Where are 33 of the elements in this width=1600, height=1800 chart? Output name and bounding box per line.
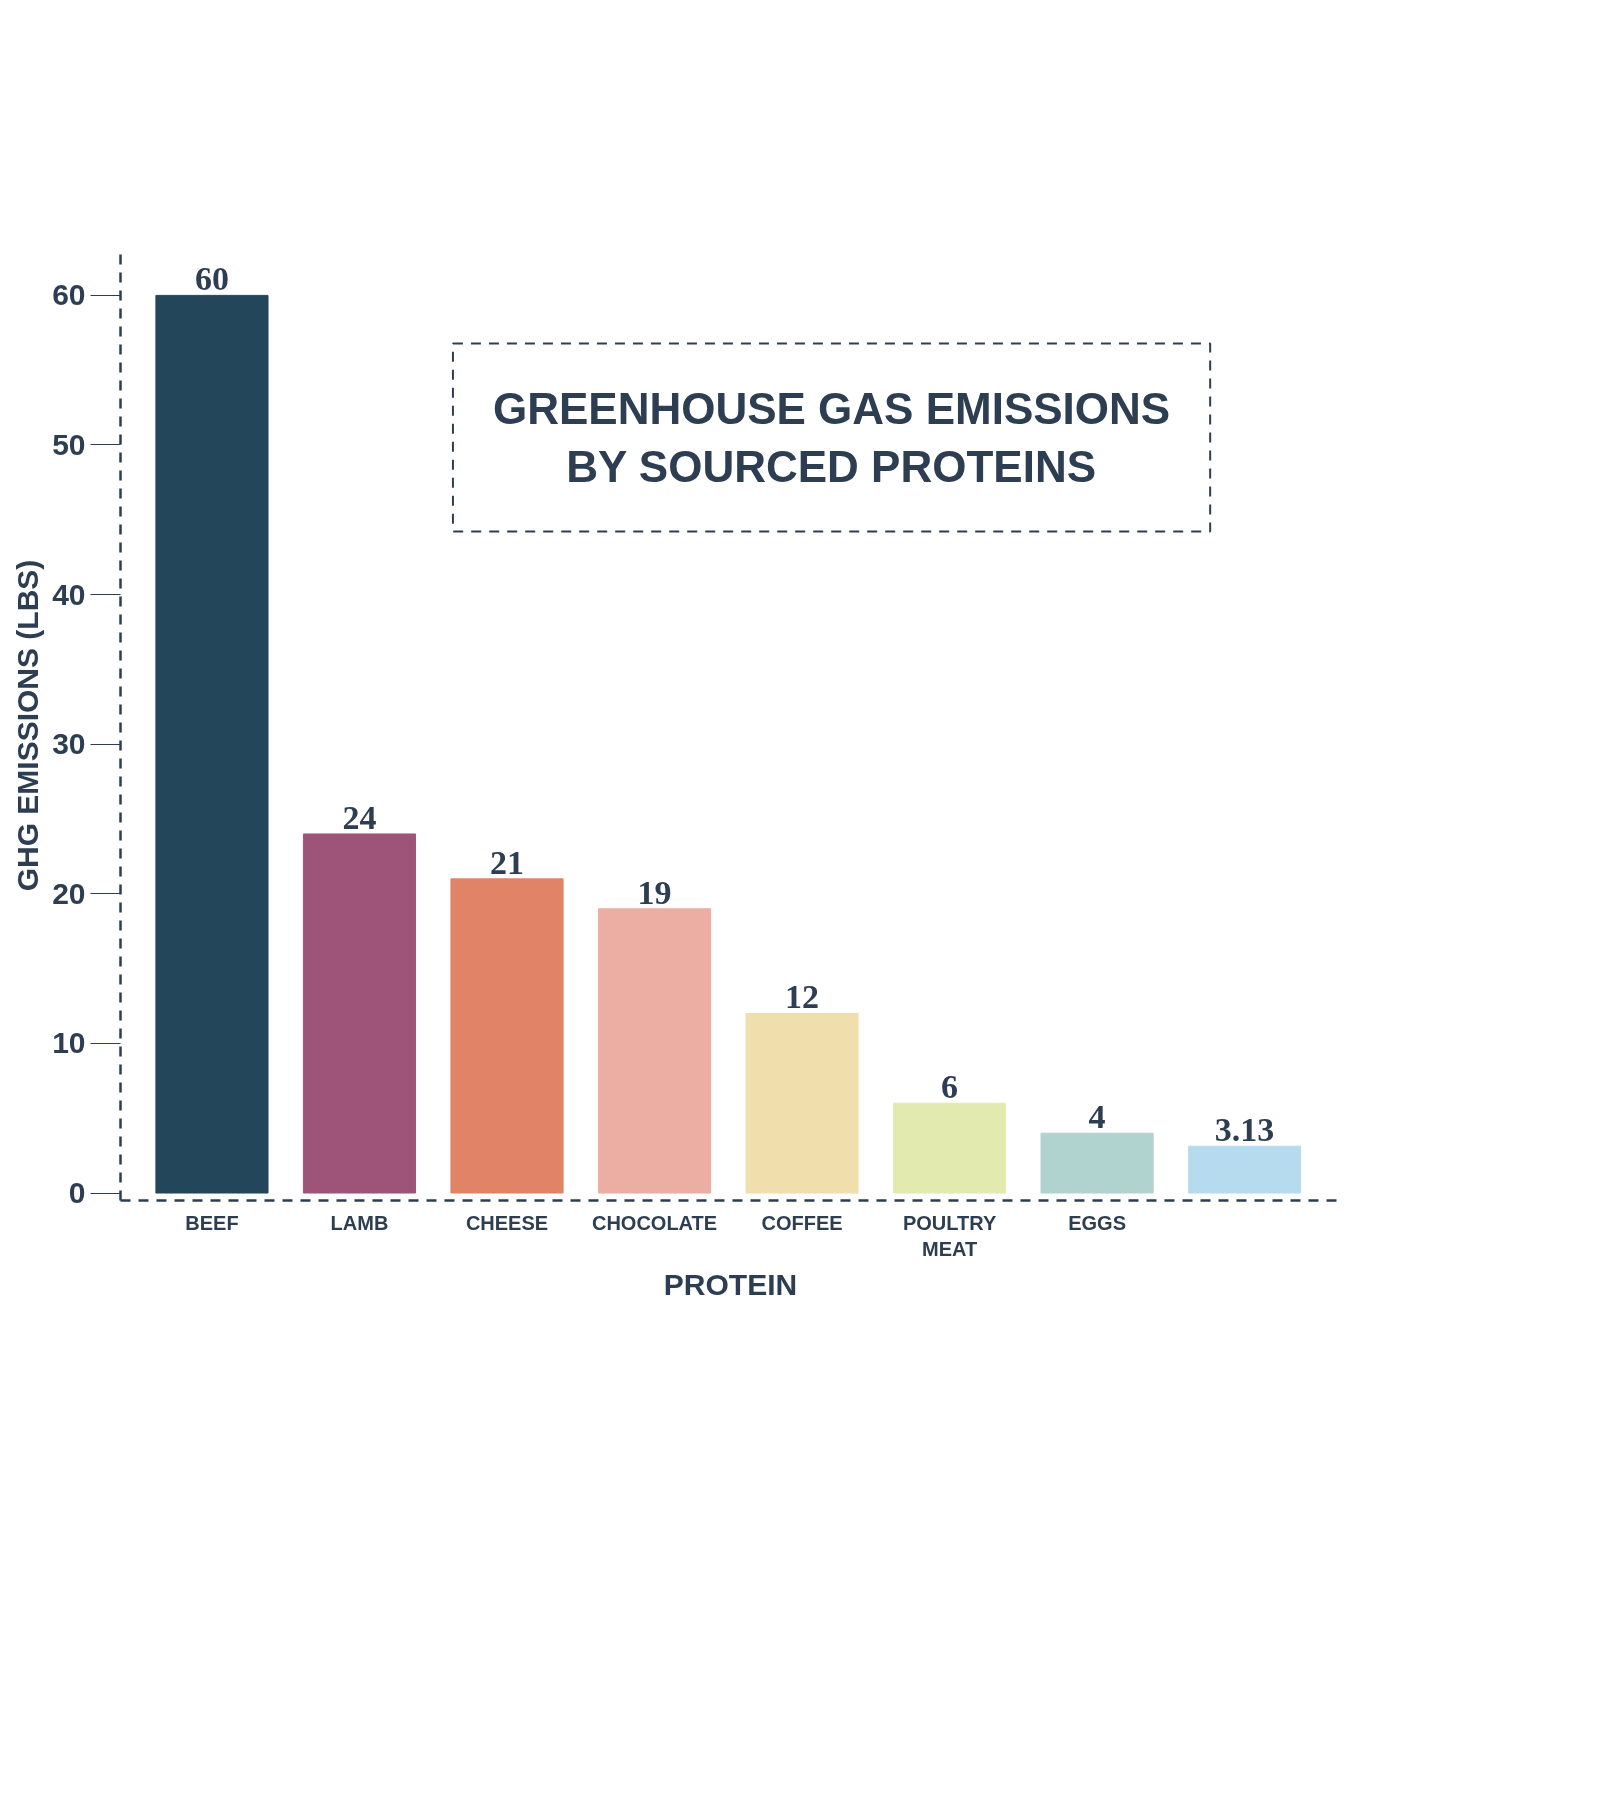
y-tick-label: 60 [52, 278, 86, 312]
bar [745, 1012, 859, 1194]
y-tick-label: 40 [52, 577, 86, 611]
text: GREENHOUSE GAS EMISSIONS BY SOURCED PROTEINS [492, 383, 1171, 492]
data-label: 6 [941, 1068, 959, 1106]
y-tick-label: 0 [68, 1176, 86, 1210]
bar [302, 833, 417, 1194]
x-tick-label: LAMB [330, 1211, 389, 1234]
bar [1188, 1145, 1302, 1194]
x-tick-label: CHOCOLATE [591, 1211, 718, 1234]
bar [597, 908, 712, 1194]
data-label: 3.13 [1214, 1111, 1275, 1149]
bar [450, 878, 564, 1194]
data-label: 4 [1088, 1098, 1106, 1136]
x-tick-label: EGGS [1068, 1211, 1126, 1234]
data-label: 21 [490, 843, 525, 881]
x-tick-label: CHEESE [465, 1211, 549, 1234]
data-label: 19 [637, 873, 672, 911]
data-label: 24 [342, 798, 377, 836]
bar [155, 294, 269, 1194]
data-label: 12 [785, 978, 820, 1016]
y-tick-label: 10 [52, 1026, 86, 1060]
x-axis-title: PROTEIN [663, 1267, 798, 1301]
bar [1040, 1132, 1154, 1194]
y-tick-label: 50 [52, 427, 86, 461]
data-label: 60 [194, 260, 229, 298]
x-tick-label: COFFEE [761, 1211, 843, 1234]
y-axis-title: GHG EMISSIONS (LBS) [11, 559, 45, 892]
y-tick-label: 30 [52, 727, 86, 761]
bar [893, 1102, 1007, 1194]
y-tick-label: 20 [52, 876, 86, 910]
x-tick-label: BEEF [185, 1211, 239, 1234]
x-tick-label: POULTRY MEAT [902, 1211, 997, 1260]
